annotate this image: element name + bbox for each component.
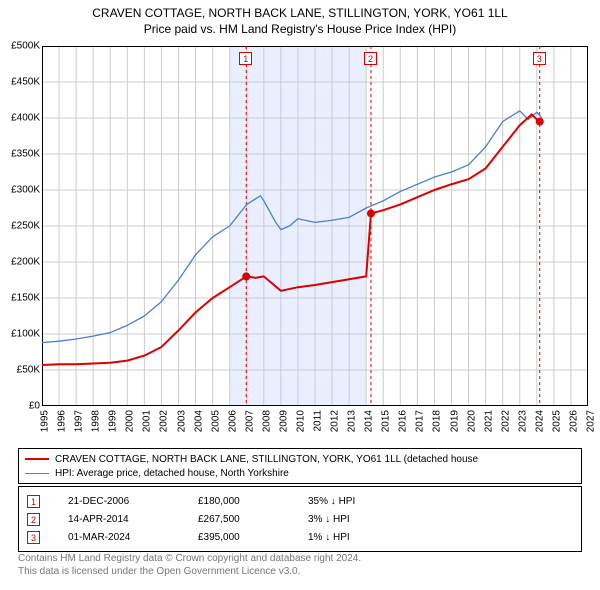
event-row: 3 01-MAR-2024£395,0001% ↓ HPI xyxy=(27,528,573,546)
x-tick-label: 2008 xyxy=(261,410,272,432)
event-date: 01-MAR-2024 xyxy=(68,532,198,543)
event-row-marker: 3 xyxy=(27,531,40,544)
event-marker-2: 2 xyxy=(364,52,377,65)
x-tick-label: 2021 xyxy=(483,410,494,432)
title-block: CRAVEN COTTAGE, NORTH BACK LANE, STILLIN… xyxy=(0,0,600,36)
event-row: 1 21-DEC-2006£180,00035% ↓ HPI xyxy=(27,492,573,510)
legend-label: CRAVEN COTTAGE, NORTH BACK LANE, STILLIN… xyxy=(55,454,478,465)
x-tick-label: 1999 xyxy=(108,410,119,432)
event-delta: 1% ↓ HPI xyxy=(308,532,573,543)
legend-swatch xyxy=(25,458,49,460)
legend-row: HPI: Average price, detached house, Nort… xyxy=(25,466,575,480)
x-tick-label: 2006 xyxy=(227,410,238,432)
x-tick-label: 2015 xyxy=(381,410,392,432)
x-tick-label: 2022 xyxy=(500,410,511,432)
x-tick-label: 2005 xyxy=(210,410,221,432)
y-tick-label: £150K xyxy=(0,293,40,304)
event-date: 14-APR-2014 xyxy=(68,514,198,525)
footer: Contains HM Land Registry data © Crown c… xyxy=(18,552,361,578)
chart-subtitle: Price paid vs. HM Land Registry's House … xyxy=(0,22,600,36)
y-tick-label: £300K xyxy=(0,185,40,196)
x-tick-label: 2009 xyxy=(278,410,289,432)
event-marker-3: 3 xyxy=(533,52,546,65)
event-price: £395,000 xyxy=(198,532,308,543)
x-tick-label: 2027 xyxy=(586,410,597,432)
page: CRAVEN COTTAGE, NORTH BACK LANE, STILLIN… xyxy=(0,0,600,590)
event-delta: 3% ↓ HPI xyxy=(308,514,573,525)
x-tick-label: 2012 xyxy=(330,410,341,432)
x-tick-label: 2018 xyxy=(432,410,443,432)
footer-line-1: Contains HM Land Registry data © Crown c… xyxy=(18,552,361,565)
x-tick-label: 2017 xyxy=(415,410,426,432)
y-tick-label: £350K xyxy=(0,149,40,160)
x-tick-label: 2002 xyxy=(159,410,170,432)
footer-line-2: This data is licensed under the Open Gov… xyxy=(18,565,361,578)
events-table: 1 21-DEC-2006£180,00035% ↓ HPI 2 14-APR-201… xyxy=(18,486,582,552)
event-price: £267,500 xyxy=(198,514,308,525)
chart-title: CRAVEN COTTAGE, NORTH BACK LANE, STILLIN… xyxy=(0,6,600,20)
x-tick-label: 2025 xyxy=(551,410,562,432)
legend-swatch xyxy=(25,473,49,474)
event-delta: 35% ↓ HPI xyxy=(308,496,573,507)
event-row-marker: 2 xyxy=(27,513,40,526)
y-tick-label: £100K xyxy=(0,329,40,340)
legend-label: HPI: Average price, detached house, Nort… xyxy=(55,468,289,479)
x-tick-label: 2001 xyxy=(142,410,153,432)
x-tick-label: 2011 xyxy=(313,410,324,432)
x-tick-label: 1998 xyxy=(91,410,102,432)
x-tick-label: 2004 xyxy=(193,410,204,432)
event-date: 21-DEC-2006 xyxy=(68,496,198,507)
x-tick-label: 2010 xyxy=(295,410,306,432)
x-tick-label: 2007 xyxy=(244,410,255,432)
x-tick-label: 2000 xyxy=(125,410,136,432)
x-tick-label: 2013 xyxy=(347,410,358,432)
legend: CRAVEN COTTAGE, NORTH BACK LANE, STILLIN… xyxy=(18,448,582,484)
x-tick-label: 1996 xyxy=(57,410,68,432)
y-tick-label: £450K xyxy=(0,77,40,88)
x-tick-label: 2020 xyxy=(466,410,477,432)
x-tick-label: 1997 xyxy=(74,410,85,432)
x-tick-label: 1995 xyxy=(40,410,51,432)
event-price: £180,000 xyxy=(198,496,308,507)
x-tick-label: 2016 xyxy=(398,410,409,432)
x-tick-label: 2014 xyxy=(364,410,375,432)
legend-row: CRAVEN COTTAGE, NORTH BACK LANE, STILLIN… xyxy=(25,452,575,466)
chart-area xyxy=(42,46,588,406)
event-marker-1: 1 xyxy=(239,52,252,65)
y-tick-label: £500K xyxy=(0,41,40,52)
y-tick-label: £400K xyxy=(0,113,40,124)
chart-svg xyxy=(42,46,588,406)
y-tick-label: £0 xyxy=(0,401,40,412)
y-tick-label: £50K xyxy=(0,365,40,376)
x-tick-label: 2026 xyxy=(568,410,579,432)
x-tick-label: 2019 xyxy=(449,410,460,432)
x-tick-label: 2024 xyxy=(534,410,545,432)
y-tick-label: £200K xyxy=(0,257,40,268)
x-tick-label: 2023 xyxy=(517,410,528,432)
y-tick-label: £250K xyxy=(0,221,40,232)
x-tick-label: 2003 xyxy=(176,410,187,432)
event-row: 2 14-APR-2014£267,5003% ↓ HPI xyxy=(27,510,573,528)
event-row-marker: 1 xyxy=(27,495,40,508)
